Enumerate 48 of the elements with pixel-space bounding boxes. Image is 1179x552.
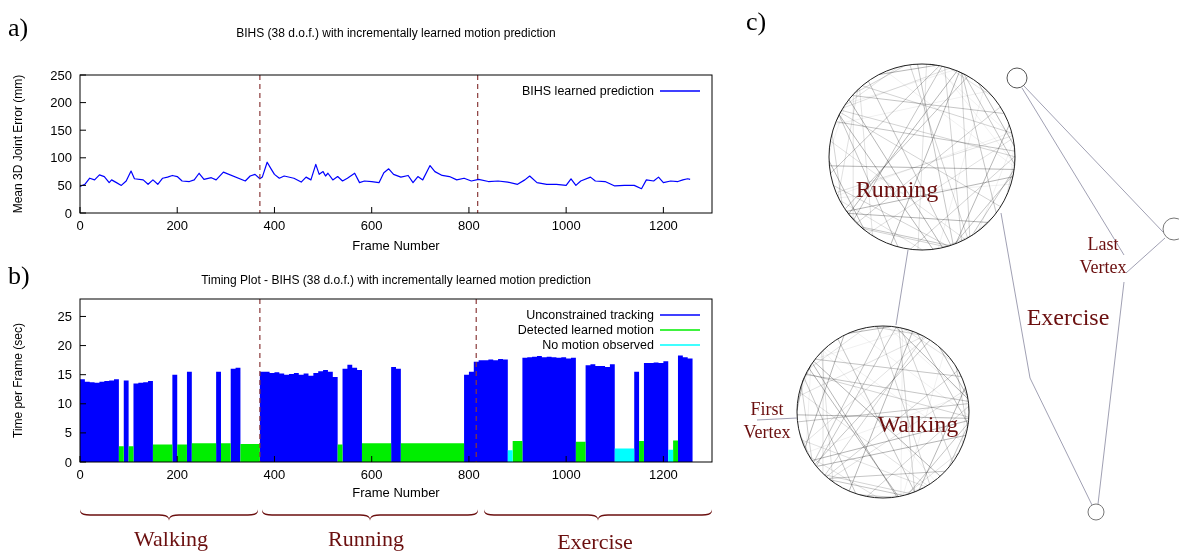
legend-label: Unconstrained tracking	[526, 308, 655, 322]
text: Running	[855, 176, 939, 202]
x-tick-label: 600	[360, 467, 383, 482]
x-tick-label: 1000	[551, 467, 581, 482]
x-tick-label: 200	[166, 218, 189, 233]
y-tick-label: 20	[57, 338, 72, 354]
line-series	[79, 161, 691, 190]
chart-title: Timing Plot - BIHS (38 d.o.f.) with incrementally learned motion prediction	[201, 273, 591, 287]
y-tick-label: 25	[57, 308, 72, 324]
text: First Vertex	[743, 399, 791, 442]
x-tick-label: 200	[166, 467, 189, 482]
y-axis-title: Mean 3D Joint Error (mm)	[11, 74, 25, 214]
text: Last Vertex	[1079, 234, 1127, 277]
legend-label: BIHS learned prediction	[521, 84, 655, 98]
x-axis-title: Frame Number	[352, 485, 441, 500]
text: Running	[328, 526, 404, 551]
y-tick-label: 0	[64, 205, 72, 221]
x-tick-label: 1000	[551, 218, 581, 233]
x-tick-label: 600	[360, 218, 383, 233]
y-tick-label: 200	[50, 95, 72, 111]
y-axis-title: Time per Frame (sec)	[11, 323, 25, 438]
y-tick-label: 250	[50, 67, 72, 83]
y-tick-label: 150	[50, 122, 72, 138]
text: a)	[8, 13, 29, 42]
y-tick-label: 50	[57, 177, 72, 193]
x-tick-label: 400	[263, 467, 286, 482]
x-axis-title: Frame Number	[352, 238, 441, 253]
x-tick-label: 1200	[648, 467, 678, 482]
x-tick-label: 0	[76, 218, 84, 233]
x-tick-label: 1200	[648, 218, 678, 233]
y-tick-label: 0	[64, 454, 72, 470]
text: Exercise	[1026, 304, 1110, 330]
y-tick-label: 10	[57, 396, 72, 412]
x-tick-label: 800	[458, 218, 480, 233]
x-tick-label: 400	[263, 218, 286, 233]
y-tick-label: 15	[57, 367, 72, 383]
y-tick-label: 5	[64, 425, 72, 441]
legend-label: Detected learned motion	[517, 323, 655, 337]
text: Exercise	[557, 529, 633, 552]
chart-title: BIHS (38 d.o.f.) with incrementally learned motion prediction	[236, 26, 556, 40]
text: c)	[746, 7, 767, 36]
text: Walking	[877, 411, 959, 437]
legend-label: No motion observed	[542, 338, 655, 352]
text: Walking	[134, 526, 208, 551]
text: b)	[8, 261, 30, 290]
x-tick-label: 800	[458, 467, 480, 482]
y-tick-label: 100	[50, 150, 72, 166]
x-tick-label: 0	[76, 467, 84, 482]
